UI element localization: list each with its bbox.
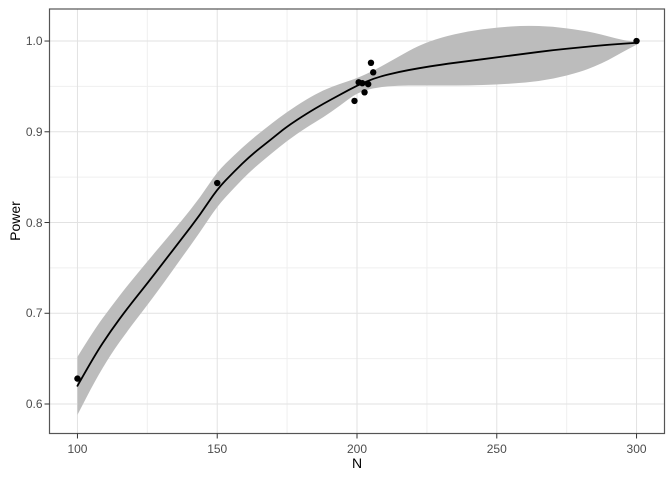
- data-point: [359, 80, 366, 87]
- y-tick-label: 0.6: [25, 397, 43, 411]
- x-tick-label: 150: [207, 441, 228, 456]
- data-point: [633, 37, 640, 45]
- data-point: [74, 375, 81, 382]
- data-point: [364, 80, 372, 88]
- y-axis-title: Power: [7, 201, 23, 241]
- y-tick-label: 0.9: [25, 124, 43, 139]
- data-point: [367, 59, 375, 67]
- confidence-band: [77, 25, 637, 415]
- smooth-line: [76, 41, 638, 387]
- x-tick-label: 250: [486, 441, 507, 456]
- data-point: [370, 69, 377, 76]
- y-tick-label: 1.0: [25, 34, 43, 49]
- data-point: [214, 179, 221, 187]
- x-tick-label: 100: [67, 441, 88, 456]
- data-point: [351, 97, 358, 105]
- x-tick-label: 300: [626, 441, 647, 456]
- y-tick-label: 0.8: [25, 215, 43, 230]
- data-point: [361, 89, 368, 96]
- y-tick-label: 0.7: [25, 306, 43, 321]
- x-axis-title: N: [351, 455, 363, 471]
- x-tick-label: 200: [346, 441, 368, 456]
